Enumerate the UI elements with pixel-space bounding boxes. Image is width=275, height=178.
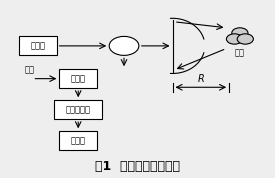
FancyBboxPatch shape [59,131,97,150]
FancyBboxPatch shape [54,100,103,119]
Circle shape [109,36,139,55]
Text: 目标: 目标 [235,48,245,57]
FancyBboxPatch shape [59,69,97,88]
Text: 信号处理机: 信号处理机 [66,105,91,114]
Text: 接收机: 接收机 [71,74,86,83]
Circle shape [232,28,248,38]
Text: 图1  雷达系统工作原理: 图1 雷达系统工作原理 [95,160,180,173]
Text: 发射机: 发射机 [30,41,45,50]
Circle shape [226,34,243,44]
Text: 噪声: 噪声 [25,66,35,75]
FancyBboxPatch shape [19,36,57,55]
Text: R: R [197,74,204,84]
Text: 显示器: 显示器 [71,136,86,145]
Circle shape [237,34,253,44]
